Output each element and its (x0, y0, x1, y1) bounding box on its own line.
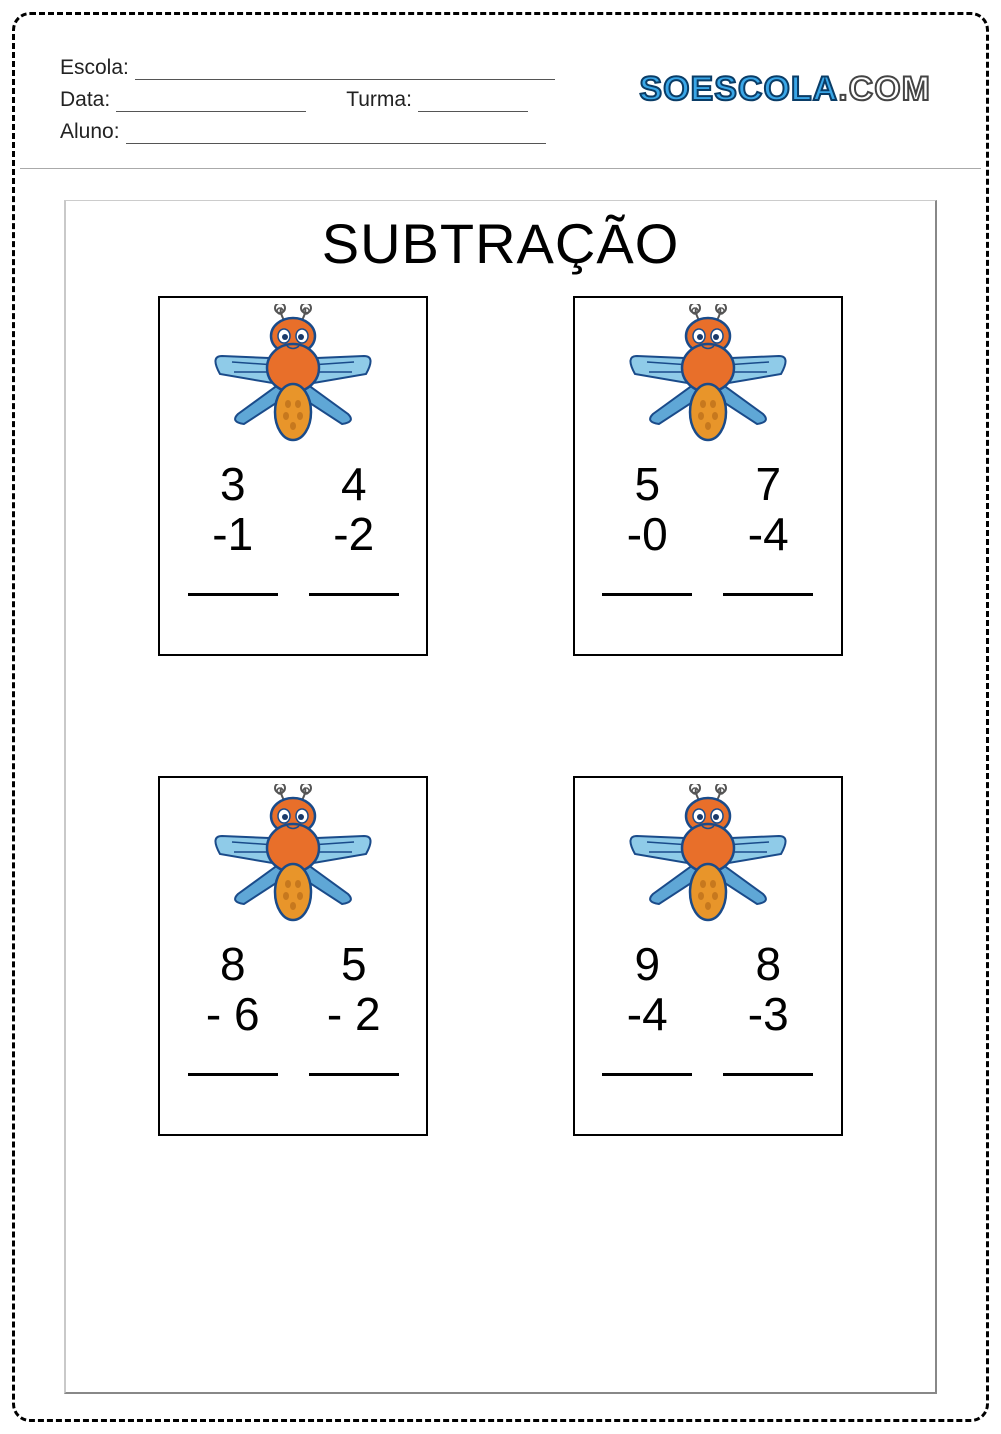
data-label: Data: (60, 88, 110, 112)
butterfly-icon (623, 304, 793, 454)
minuend: 5 (602, 460, 692, 510)
subtrahend: -2 (309, 510, 399, 560)
worksheet-panel: SUBTRAÇÃO (64, 200, 937, 1394)
subtrahend: -4 (723, 510, 813, 560)
logo-text-2: .COM (838, 70, 931, 108)
answer-line[interactable] (309, 1073, 399, 1079)
minuend: 7 (723, 460, 813, 510)
subtrahend: -3 (723, 990, 813, 1040)
butterfly-icon (208, 304, 378, 454)
problem-row: 5 -0 7 -4 (575, 460, 841, 609)
worksheet-title: SUBTRAÇÃO (66, 211, 935, 276)
answer-line[interactable] (723, 1073, 813, 1079)
answer-line[interactable] (188, 1073, 278, 1079)
subtraction-problem: 8 -3 (723, 940, 813, 1089)
subtraction-problem: 7 -4 (723, 460, 813, 609)
turma-input-line[interactable] (418, 92, 528, 112)
problem-row: 8 - 6 5 - 2 (160, 940, 426, 1089)
subtraction-problem: 8 - 6 (188, 940, 278, 1089)
butterfly-icon (208, 784, 378, 934)
answer-line[interactable] (188, 593, 278, 599)
header-separator (20, 168, 981, 169)
subtrahend: -1 (188, 510, 278, 560)
aluno-field[interactable]: Aluno: (60, 120, 546, 144)
escola-input-line[interactable] (135, 60, 555, 80)
problem-row: 9 -4 8 -3 (575, 940, 841, 1089)
subtraction-problem: 4 -2 (309, 460, 399, 609)
butterfly-icon (623, 784, 793, 934)
subtrahend: - 2 (309, 990, 399, 1040)
minuend: 3 (188, 460, 278, 510)
problem-card: 8 - 6 5 - 2 (158, 776, 428, 1136)
cards-grid: 3 -1 4 -2 (66, 296, 935, 1136)
subtraction-problem: 9 -4 (602, 940, 692, 1089)
minuend: 8 (723, 940, 813, 990)
subtraction-problem: 5 - 2 (309, 940, 399, 1089)
subtrahend: -0 (602, 510, 692, 560)
aluno-input-line[interactable] (126, 124, 546, 144)
problem-row: 3 -1 4 -2 (160, 460, 426, 609)
subtraction-problem: 3 -1 (188, 460, 278, 609)
answer-line[interactable] (602, 593, 692, 599)
aluno-label: Aluno: (60, 120, 120, 144)
answer-line[interactable] (602, 1073, 692, 1079)
minuend: 9 (602, 940, 692, 990)
minuend: 8 (188, 940, 278, 990)
answer-line[interactable] (723, 593, 813, 599)
subtrahend: -4 (602, 990, 692, 1040)
turma-field[interactable]: Turma: (346, 88, 528, 112)
subtraction-problem: 5 -0 (602, 460, 692, 609)
site-logo: SOESCOLA.COM (639, 70, 931, 109)
data-input-line[interactable] (116, 92, 306, 112)
problem-card: 3 -1 4 -2 (158, 296, 428, 656)
problem-card: 5 -0 7 -4 (573, 296, 843, 656)
page: Escola: Data: Turma: Aluno: SOESCOLA.COM (0, 0, 1001, 1434)
escola-label: Escola: (60, 56, 129, 80)
minuend: 4 (309, 460, 399, 510)
logo-text-1: SOESCOLA (639, 70, 838, 108)
escola-field[interactable]: Escola: (60, 56, 555, 80)
turma-label: Turma: (346, 88, 412, 112)
subtrahend: - 6 (188, 990, 278, 1040)
answer-line[interactable] (309, 593, 399, 599)
data-field[interactable]: Data: (60, 88, 306, 112)
problem-card: 9 -4 8 -3 (573, 776, 843, 1136)
minuend: 5 (309, 940, 399, 990)
